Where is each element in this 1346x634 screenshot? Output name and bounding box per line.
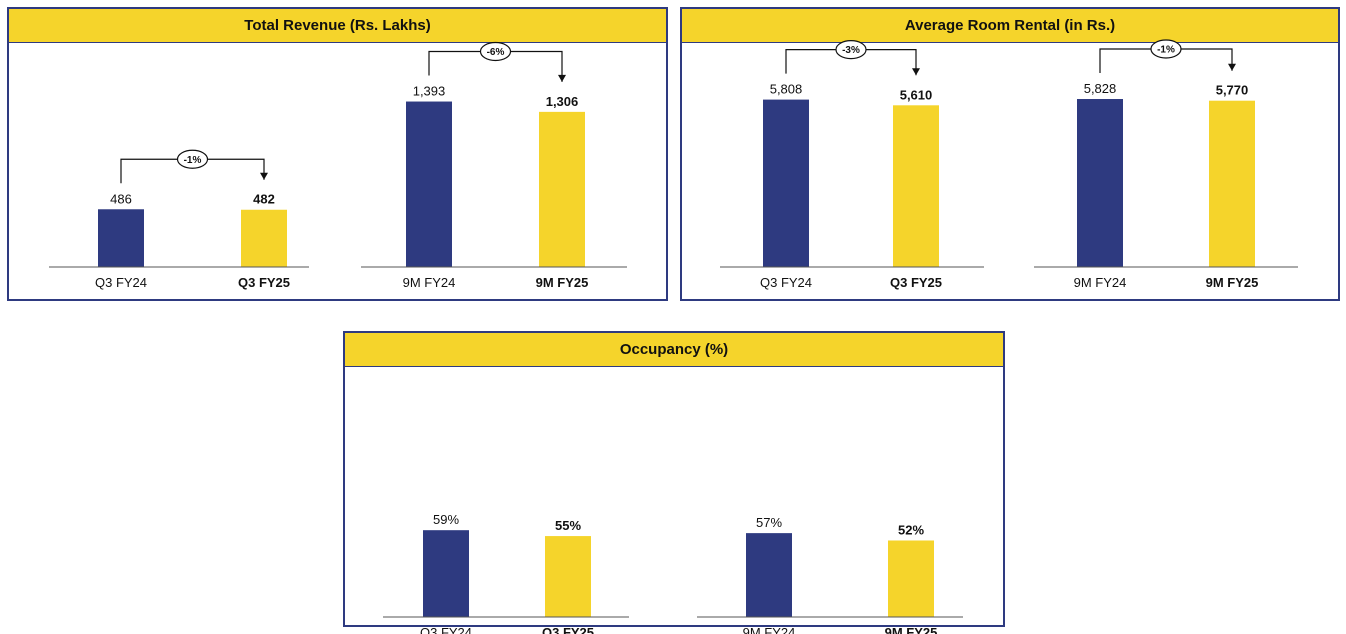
category-label: 9M FY24 — [1074, 275, 1127, 290]
bar — [406, 101, 452, 267]
data-label: 5,610 — [900, 87, 933, 102]
data-label: 5,828 — [1084, 81, 1117, 96]
revenue-panel: Total Revenue (Rs. Lakhs) 486 Q3 FY24 482 Q… — [7, 7, 668, 301]
change-label: -3% — [842, 45, 860, 56]
data-label: 59% — [433, 512, 459, 527]
rental-panel-title: Average Room Rental (in Rs.) — [682, 9, 1338, 43]
occupancy-panel-title: Occupancy (%) — [345, 333, 1003, 367]
bar — [241, 209, 287, 267]
data-label: 55% — [555, 518, 581, 533]
bar — [888, 540, 934, 617]
category-label: 9M FY25 — [885, 625, 938, 634]
category-label: 9M FY24 — [743, 625, 796, 634]
change-badge — [176, 149, 209, 169]
category-label: Q3 FY24 — [760, 275, 812, 290]
category-label: Q3 FY25 — [238, 275, 290, 290]
data-label: 1,393 — [413, 84, 446, 99]
category-label: 9M FY25 — [1206, 275, 1259, 290]
data-label: 5,808 — [770, 82, 803, 97]
change-label: -6% — [487, 47, 505, 58]
change-badge — [479, 41, 512, 62]
occupancy-panel: Occupancy (%) 59% Q3 FY24 55% Q3 FY25 57% 9M … — [343, 331, 1005, 634]
data-label: 5,770 — [1216, 83, 1249, 98]
bar — [423, 530, 469, 617]
rental-panel: Average Room Rental (in Rs.) 5,808 Q3 FY2… — [680, 7, 1340, 301]
data-label: 52% — [898, 522, 924, 537]
category-label: Q3 FY25 — [542, 625, 594, 634]
change-badge — [1150, 39, 1182, 59]
change-arrowhead — [912, 68, 920, 76]
bar — [545, 536, 591, 617]
rental-chart: 5,808 Q3 FY24 5,610 Q3 FY25 -3% 5,828 9M FY24 5… — [720, 39, 1298, 290]
bar — [746, 533, 792, 617]
change-label: -1% — [184, 155, 202, 166]
bar — [763, 99, 809, 267]
bar — [98, 209, 144, 267]
bar — [893, 105, 939, 267]
change-arrowhead — [558, 74, 566, 82]
category-label: Q3 FY25 — [890, 275, 942, 290]
revenue-panel-title: Total Revenue (Rs. Lakhs) — [9, 9, 666, 43]
data-label: 1,306 — [546, 94, 579, 109]
occupancy-chart: 59% Q3 FY24 55% Q3 FY25 57% 9M FY24 52% 9M FY25 — [383, 512, 963, 634]
change-arrowhead — [1228, 63, 1236, 71]
bar — [539, 111, 585, 267]
category-label: Q3 FY24 — [95, 275, 147, 290]
change-label: -1% — [1157, 45, 1175, 56]
data-label: 486 — [110, 191, 132, 206]
category-label: 9M FY24 — [403, 275, 456, 290]
change-badge — [835, 39, 867, 60]
data-label: 482 — [253, 192, 275, 207]
category-label: Q3 FY24 — [420, 625, 472, 634]
data-label: 57% — [756, 515, 782, 530]
category-label: 9M FY25 — [536, 275, 589, 290]
bar — [1077, 99, 1123, 267]
change-arrowhead — [260, 172, 268, 180]
bar — [1209, 100, 1255, 267]
revenue-chart: 486 Q3 FY24 482 Q3 FY25 -1% 1,393 9M FY24 1,306… — [49, 41, 627, 290]
